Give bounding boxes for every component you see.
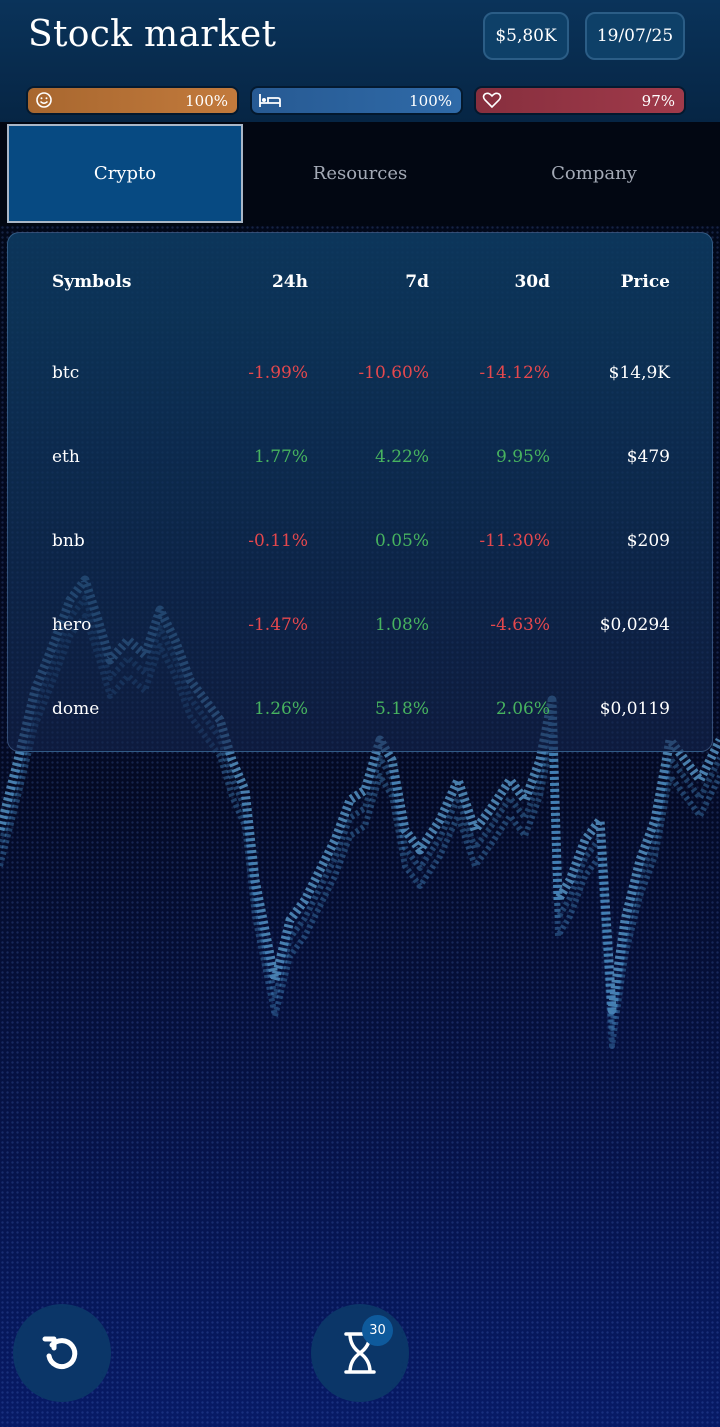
- change-30d-cell: 2.06%: [495, 699, 550, 719]
- price-cell: $479: [626, 447, 670, 467]
- table-row[interactable]: eth 1.77% 4.22% 9.95% $479: [8, 427, 714, 487]
- price-cell: $14,9K: [608, 363, 670, 383]
- wait-button[interactable]: [311, 1304, 409, 1402]
- energy-bar: 100%: [252, 88, 461, 113]
- table-row[interactable]: dome 1.26% 5.18% 2.06% $0,0119: [8, 679, 714, 739]
- happiness-value: 100%: [185, 91, 228, 110]
- symbol-cell: eth: [52, 447, 80, 467]
- column-header-price: Price: [620, 272, 670, 292]
- table-row[interactable]: hero -1.47% 1.08% -4.63% $0,0294: [8, 595, 714, 655]
- tab-company[interactable]: Company: [551, 163, 637, 184]
- top-bar: Stock market $5,80K 19/07/25 100% 100% 9…: [0, 0, 720, 123]
- change-24h-cell: 1.26%: [253, 699, 308, 719]
- tab-resources[interactable]: Resources: [312, 163, 408, 184]
- price-cell: $0,0119: [599, 699, 670, 719]
- tab-crypto[interactable]: Crypto: [7, 124, 243, 223]
- change-7d-cell: 5.18%: [374, 699, 429, 719]
- change-24h-cell: 1.77%: [253, 447, 308, 467]
- price-cell: $0,0294: [599, 615, 670, 635]
- bed-icon: [259, 94, 281, 107]
- column-header-7d: 7d: [405, 272, 429, 292]
- date-button[interactable]: 19/07/25: [585, 12, 685, 60]
- symbol-cell: dome: [52, 699, 100, 719]
- heart-icon: [482, 92, 502, 109]
- health-bar: 97%: [476, 88, 684, 113]
- change-30d-cell: -14.12%: [479, 363, 550, 383]
- energy-value: 100%: [409, 91, 452, 110]
- column-header-symbols: Symbols: [52, 272, 132, 292]
- wait-count-badge: 30: [362, 1315, 393, 1346]
- symbol-cell: bnb: [52, 531, 85, 551]
- smiley-icon: [36, 92, 52, 108]
- money-button[interactable]: $5,80K: [483, 12, 569, 60]
- change-7d-cell: 1.08%: [374, 615, 429, 635]
- symbol-cell: btc: [52, 363, 80, 383]
- undo-button[interactable]: [13, 1304, 111, 1402]
- happiness-bar: 100%: [28, 88, 237, 113]
- category-tabs: Crypto Resources Company: [0, 122, 720, 226]
- change-30d-cell: 9.95%: [495, 447, 550, 467]
- health-value: 97%: [641, 91, 675, 110]
- change-30d-cell: -11.30%: [479, 531, 550, 551]
- change-24h-cell: -1.47%: [248, 615, 308, 635]
- column-header-24h: 24h: [271, 272, 308, 292]
- market-table: Symbols 24h 7d 30d Price btc -1.99% -10.…: [7, 232, 713, 752]
- change-30d-cell: -4.63%: [490, 615, 550, 635]
- table-header: Symbols 24h 7d 30d Price: [8, 252, 714, 312]
- price-cell: $209: [626, 531, 670, 551]
- page-title: Stock market: [28, 14, 277, 55]
- change-7d-cell: 0.05%: [374, 531, 429, 551]
- change-7d-cell: -10.60%: [358, 363, 429, 383]
- symbol-cell: hero: [52, 615, 92, 635]
- undo-icon: [42, 1336, 78, 1370]
- table-row[interactable]: btc -1.99% -10.60% -14.12% $14,9K: [8, 343, 714, 403]
- column-header-30d: 30d: [514, 272, 550, 292]
- change-24h-cell: -0.11%: [248, 531, 308, 551]
- change-24h-cell: -1.99%: [248, 363, 308, 383]
- table-row[interactable]: bnb -0.11% 0.05% -11.30% $209: [8, 511, 714, 571]
- change-7d-cell: 4.22%: [374, 447, 429, 467]
